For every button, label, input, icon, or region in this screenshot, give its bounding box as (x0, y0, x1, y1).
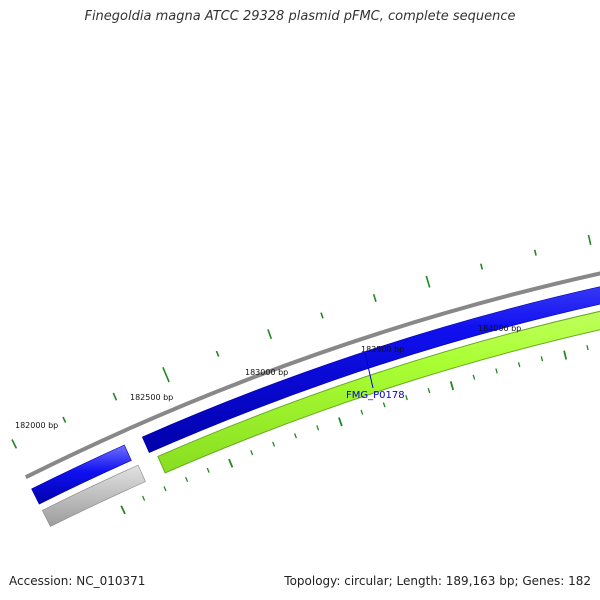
gc-tick (425, 275, 431, 288)
scale-tick-minor (360, 409, 364, 415)
backbone-ring (24, 271, 600, 479)
scale-tick-major (120, 505, 126, 515)
scale-tick-minor (405, 395, 408, 401)
tick-label-184000: 184000 bp (478, 324, 521, 333)
summary-text: Topology: circular; Length: 189,163 bp; … (284, 574, 591, 588)
gc-tick (162, 366, 170, 383)
gene-label-leader (364, 352, 374, 389)
gc-tick (215, 350, 220, 357)
tick-label-182000: 182000 bp (15, 421, 58, 430)
scale-tick-minor (382, 402, 386, 408)
reverse-strand-gap (41, 464, 146, 527)
scale-tick-major (228, 458, 234, 468)
scale-tick-minor (316, 425, 320, 431)
gc-tick (587, 234, 592, 245)
gc-tick (267, 329, 273, 340)
gc-tick (11, 439, 18, 449)
tick-label-182500: 182500 bp (130, 393, 173, 402)
forward-strand-gene-end[interactable] (31, 444, 132, 505)
gc-tick (320, 312, 324, 319)
scale-tick-minor (540, 356, 544, 362)
scale-tick-major (338, 417, 343, 427)
gc-tick (480, 263, 484, 270)
scale-tick-major (449, 381, 455, 391)
gc-tick (62, 416, 67, 423)
map-title: Finegoldia magna ATCC 29328 plasmid pFMC… (84, 9, 516, 24)
accession-text: Accession: NC_010371 (9, 574, 146, 588)
scale-ticks (120, 345, 589, 515)
scale-tick-minor (206, 467, 210, 473)
gc-tick (372, 293, 377, 303)
reverse-strand-gene[interactable] (157, 250, 600, 474)
scale-tick-minor (517, 362, 521, 368)
scale-tick-minor (163, 486, 167, 492)
gc-tick (112, 392, 118, 401)
tick-label-183500: 183500 bp (361, 345, 404, 354)
forward-strand-gene[interactable] (141, 226, 600, 453)
gc-skew-ticks (11, 234, 592, 449)
scale-tick-minor (495, 368, 498, 374)
scale-tick-minor (472, 374, 476, 380)
scale-tick-minor (185, 476, 189, 482)
scale-tick-minor (272, 441, 276, 447)
scale-tick-major (563, 350, 568, 360)
gc-tick (533, 249, 537, 256)
gene-label-fmg-p0178[interactable]: FMG_P0178 (346, 390, 405, 401)
scale-tick-minor (427, 388, 431, 394)
scale-tick-minor (250, 450, 254, 456)
tick-label-183000: 183000 bp (245, 368, 288, 377)
scale-tick-minor (294, 433, 298, 439)
scale-tick-minor (142, 495, 146, 501)
scale-tick-minor (586, 345, 589, 351)
